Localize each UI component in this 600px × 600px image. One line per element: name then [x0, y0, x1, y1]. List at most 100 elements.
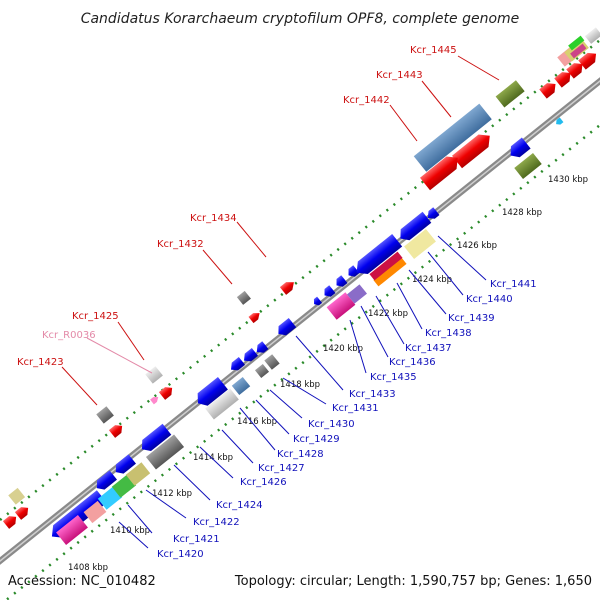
gene-Kcr_1422[interactable]: [83, 500, 107, 524]
gene-Kcr_1441[interactable]: [425, 207, 440, 222]
gene-Kcr_1440[interactable]: [396, 211, 432, 244]
gene-Kcr_1443[interactable]: [451, 129, 495, 169]
gene-label-Kcr_1424[interactable]: Kcr_1424: [216, 500, 263, 511]
gene-label-Kcr_1438[interactable]: Kcr_1438: [425, 328, 472, 339]
leader-line: [389, 104, 418, 142]
reverse-label-leaders: [118, 235, 487, 549]
reverse-genes: [51, 117, 564, 545]
forward-labels: Kcr_1423 Kcr_R0036 Kcr_1425 Kcr_1432 Kcr…: [17, 45, 457, 368]
gene-arrow[interactable]: [554, 68, 574, 88]
gene-Kcr_1435[interactable]: [326, 292, 356, 320]
gene-label-Kcr_1433[interactable]: Kcr_1433: [349, 389, 396, 400]
gene-arrow[interactable]: [566, 59, 586, 79]
gene-Kcr_1437[interactable]: [373, 257, 407, 287]
gene-arrow[interactable]: [228, 356, 246, 374]
gene-label-Kcr_1423[interactable]: Kcr_1423: [17, 357, 64, 368]
leader-line: [239, 407, 276, 451]
leader-line: [457, 55, 500, 81]
gene-label-Kcr_1426[interactable]: Kcr_1426: [240, 477, 287, 488]
gene-label-Kcr_1436[interactable]: Kcr_1436: [389, 357, 436, 368]
gene-label-Kcr_1421[interactable]: Kcr_1421: [173, 534, 220, 545]
gene-Kcr_1436[interactable]: [347, 284, 367, 304]
gene-block[interactable]: [369, 251, 403, 281]
leader-line: [86, 337, 153, 374]
gene-Kcr_1434[interactable]: [279, 278, 297, 295]
gene-arrow[interactable]: [578, 49, 600, 70]
gene-block[interactable]: [111, 474, 137, 498]
gene-block[interactable]: [514, 153, 542, 179]
gene-Kcr_1425[interactable]: [145, 366, 163, 384]
tick-labels: 1408 kbp 1410 kbp 1412 kbp 1414 kbp 1416…: [68, 175, 588, 573]
gene-block[interactable]: [97, 486, 123, 510]
gene-Kcr_1430[interactable]: [231, 376, 251, 396]
gene-label-Kcr_1425[interactable]: Kcr_1425: [72, 311, 119, 322]
gene-label-Kcr_1427[interactable]: Kcr_1427: [258, 463, 305, 474]
tick-label: 1428 kbp: [502, 208, 542, 218]
gene-block[interactable]: [8, 487, 26, 505]
gene-label-Kcr_1439[interactable]: Kcr_1439: [448, 313, 495, 324]
gene-Kcr_1424[interactable]: [93, 470, 117, 492]
gene-block[interactable]: [584, 27, 600, 44]
gene-arrow[interactable]: [108, 422, 125, 438]
gene-label-Kcr_1437[interactable]: Kcr_1437: [405, 343, 452, 354]
gene-label-Kcr_1442[interactable]: Kcr_1442: [343, 95, 390, 106]
gene-Kcr_1431[interactable]: [254, 363, 270, 379]
gene-block[interactable]: [568, 35, 585, 51]
gene-arrow[interactable]: [14, 504, 31, 520]
gene-arrow[interactable]: [248, 310, 262, 324]
gene-arrow[interactable]: [254, 341, 269, 356]
gene-Kcr_1442[interactable]: [413, 103, 492, 172]
gene-label-Kcr_1434[interactable]: Kcr_1434: [190, 213, 237, 224]
gene-block[interactable]: [125, 462, 151, 486]
gene-label-Kcr_1445[interactable]: Kcr_1445: [410, 45, 457, 56]
gene-arrow[interactable]: [312, 296, 323, 308]
gene-Kcr_1438[interactable]: [352, 234, 403, 279]
map-title: Candidatus Korarchaeum cryptofilum OPF8,…: [81, 11, 520, 27]
gene-label-Kcr_1431[interactable]: Kcr_1431: [332, 403, 379, 414]
accession-text: Accession: NC_010482: [8, 574, 156, 589]
gene-label-Kcr_1429[interactable]: Kcr_1429: [293, 434, 340, 445]
leader-line: [118, 521, 149, 549]
gene-arrow[interactable]: [2, 513, 19, 529]
gene-Kcr_1439[interactable]: [404, 229, 436, 259]
gene-Kcr_1426[interactable]: [138, 423, 172, 455]
gene-Kcr_R0036[interactable]: [150, 395, 160, 405]
gene-Kcr_1428[interactable]: [193, 377, 228, 409]
gene-arrow[interactable]: [321, 285, 336, 299]
gene-label-Kcr_1420[interactable]: Kcr_1420: [157, 549, 204, 560]
gene-label-Kcr_1441[interactable]: Kcr_1441: [490, 279, 537, 290]
gene-Kcr_1429[interactable]: [205, 388, 239, 420]
gene-block[interactable]: [264, 354, 280, 370]
tick-label: 1412 kbp: [152, 489, 192, 499]
gene-arrow[interactable]: [554, 117, 564, 126]
gene-arrow[interactable]: [158, 384, 175, 400]
gene-arrow[interactable]: [539, 79, 559, 99]
gene-label-Kcr_1440[interactable]: Kcr_1440: [466, 294, 513, 305]
gene-label-Kcr_1432[interactable]: Kcr_1432: [157, 239, 204, 250]
gene-block[interactable]: [570, 43, 587, 59]
gene-label-Kcr_1428[interactable]: Kcr_1428: [277, 449, 324, 460]
gene-Kcr_1433[interactable]: [275, 317, 297, 339]
leader-line: [349, 319, 367, 374]
gene-arrow[interactable]: [241, 347, 259, 365]
gene-Kcr_1421[interactable]: [56, 515, 88, 545]
gene-Kcr_1445[interactable]: [495, 80, 525, 108]
gene-arrow[interactable]: [506, 137, 531, 161]
tick-label: 1418 kbp: [280, 380, 320, 390]
gene-label-Kcr_1430[interactable]: Kcr_1430: [308, 419, 355, 430]
leader-line: [199, 446, 234, 479]
tick-label: 1420 kbp: [323, 344, 363, 354]
gene-label-Kcr_1435[interactable]: Kcr_1435: [370, 372, 417, 383]
gene-Kcr_1432[interactable]: [236, 290, 251, 305]
gene-arrow[interactable]: [345, 265, 360, 279]
gene-arrow[interactable]: [333, 275, 348, 289]
gene-label-Kcr_1422[interactable]: Kcr_1422: [193, 517, 240, 528]
gene-label-Kcr_1443[interactable]: Kcr_1443: [376, 70, 423, 81]
gene-Kcr_1427[interactable]: [145, 434, 185, 470]
gene-arrow[interactable]: [419, 151, 463, 191]
gene-label-Kcr_R0036[interactable]: Kcr_R0036: [42, 330, 96, 341]
gene-arrow[interactable]: [112, 454, 136, 476]
gene-Kcr_1423[interactable]: [96, 406, 114, 424]
tick-label: 1424 kbp: [412, 275, 452, 285]
